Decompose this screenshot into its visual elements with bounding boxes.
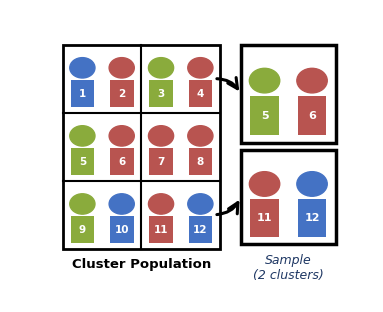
Text: 6: 6 [118, 157, 125, 167]
Bar [110, 148, 134, 175]
Text: 7: 7 [157, 157, 165, 167]
Text: 5: 5 [261, 110, 268, 120]
Circle shape [149, 58, 173, 78]
Bar [250, 199, 279, 236]
Circle shape [297, 172, 327, 196]
Circle shape [249, 172, 280, 196]
Circle shape [149, 126, 173, 146]
Circle shape [188, 194, 213, 214]
Circle shape [188, 126, 213, 146]
Circle shape [70, 58, 95, 78]
Text: 12: 12 [193, 225, 208, 235]
Text: 1: 1 [79, 89, 86, 99]
Text: 6: 6 [308, 110, 316, 120]
Bar [110, 80, 134, 107]
Bar [241, 150, 336, 244]
Bar [188, 80, 212, 107]
Text: Cluster Population: Cluster Population [72, 258, 211, 271]
Bar [149, 216, 173, 243]
Text: 10: 10 [115, 225, 129, 235]
Text: 4: 4 [197, 89, 204, 99]
Bar [70, 80, 94, 107]
Circle shape [188, 58, 213, 78]
Bar [298, 96, 326, 135]
Text: 5: 5 [79, 157, 86, 167]
Bar [110, 216, 134, 243]
Text: 9: 9 [79, 225, 86, 235]
Circle shape [70, 194, 95, 214]
Bar [250, 96, 279, 135]
Bar [241, 45, 336, 143]
Circle shape [249, 68, 280, 93]
Text: 11: 11 [257, 213, 272, 223]
Bar [298, 199, 326, 236]
Text: Sample
(2 clusters): Sample (2 clusters) [253, 254, 324, 282]
Circle shape [297, 68, 327, 93]
Circle shape [109, 58, 134, 78]
Circle shape [70, 126, 95, 146]
Circle shape [109, 126, 134, 146]
Text: 2: 2 [118, 89, 125, 99]
Bar [188, 148, 212, 175]
Bar [63, 45, 220, 249]
Bar [149, 148, 173, 175]
Text: 3: 3 [157, 89, 165, 99]
Circle shape [149, 194, 173, 214]
Bar [70, 148, 94, 175]
Bar [188, 216, 212, 243]
Text: 12: 12 [304, 213, 320, 223]
Bar [149, 80, 173, 107]
Bar [70, 216, 94, 243]
Text: 8: 8 [197, 157, 204, 167]
Circle shape [109, 194, 134, 214]
Text: 11: 11 [154, 225, 168, 235]
